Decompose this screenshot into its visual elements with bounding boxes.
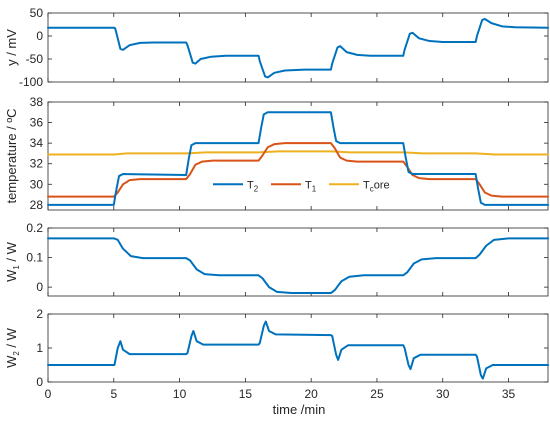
y-tick-label: 32 <box>30 157 44 171</box>
y-tick-label: 0 <box>36 280 43 294</box>
y-tick-label: 0 <box>36 29 43 43</box>
series-line-blue <box>47 111 549 206</box>
y-axis-label-y: y / mV <box>4 29 19 66</box>
x-axis-label: time /min <box>273 402 326 417</box>
subplots-container: -100 -50 0 50 y / mV 28 30 32 34 36 38 temperature … <box>4 6 549 389</box>
x-tick-label: 35 <box>502 387 516 401</box>
y-tick-label: 0.1 <box>26 251 43 265</box>
y-tick-label: 30 <box>30 177 44 191</box>
x-tick-label: 20 <box>304 387 318 401</box>
x-tick-label: 25 <box>370 387 384 401</box>
y-tick-label: 0 <box>36 375 43 389</box>
y-axis-label-W2: W2 / W <box>4 327 21 368</box>
series-line-blue <box>47 237 549 295</box>
subplot-W1: 0 0.1 0.2 W1 / W <box>4 221 549 297</box>
y-axis-label-temperature: temperature / ºC <box>4 108 19 203</box>
y-tick-label: 28 <box>30 198 44 212</box>
y-tick-label: 38 <box>30 95 44 109</box>
y-tick-label: 2 <box>36 307 43 321</box>
legend-entry-label: Tcore <box>363 179 390 193</box>
plot-area-y <box>47 12 549 83</box>
series-line-yellow <box>47 150 549 156</box>
y-tick-label: 36 <box>30 116 44 130</box>
x-tick-label: 10 <box>173 387 187 401</box>
x-tick-labels: 0 5 10 15 20 25 30 35 <box>45 387 516 401</box>
plot-area-W1 <box>47 227 549 297</box>
legend-entry-label: T2 <box>247 179 259 193</box>
y-tick-label: 0.2 <box>26 221 43 235</box>
y-tick-label: 50 <box>30 6 44 20</box>
subplot-W2: 0 1 2 W2 / W <box>4 307 549 389</box>
legend-entry-label: T1 <box>305 179 317 193</box>
x-tick-label: 15 <box>239 387 253 401</box>
series-line-orange <box>47 142 549 198</box>
x-tick-label: 5 <box>110 387 117 401</box>
subplot-y: -100 -50 0 50 y / mV <box>4 6 549 89</box>
y-axis-label-W1: W1 / W <box>4 241 21 282</box>
x-tick-label: 30 <box>436 387 450 401</box>
y-tick-label: 1 <box>36 341 43 355</box>
legend: T2 T1 Tcore <box>213 179 390 193</box>
series-line-blue <box>47 320 549 380</box>
series-line-blue <box>47 17 549 79</box>
subplot-temperature: 28 30 32 34 36 38 temperature / ºC T2 T1 Tcore <box>4 95 549 212</box>
y-tick-label: -100 <box>19 75 43 89</box>
y-tick-label: 34 <box>30 136 44 150</box>
plot-area-temperature <box>47 101 549 211</box>
y-tick-label: -50 <box>26 52 44 66</box>
x-tick-label: 0 <box>45 387 52 401</box>
plot-area-W2 <box>47 313 549 383</box>
